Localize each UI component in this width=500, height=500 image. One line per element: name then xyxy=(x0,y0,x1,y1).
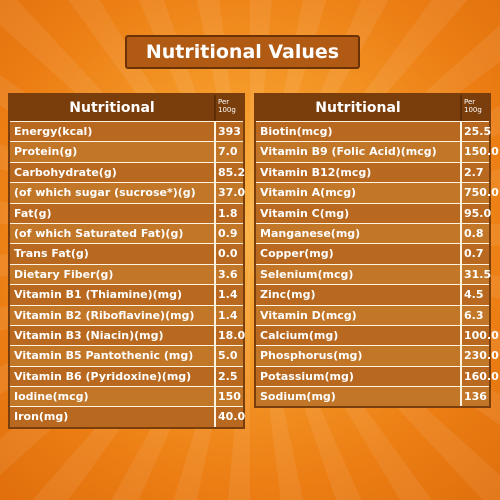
table-row: Protein(g) 7.0 xyxy=(10,141,243,162)
left-header-per-label: Per 100g xyxy=(214,95,243,121)
nutrient-name: Zinc(mg) xyxy=(260,288,316,302)
nutrient-name: Sodium(mg) xyxy=(260,390,336,404)
nutrient-name: Vitamin B3 (Niacin)(mg) xyxy=(14,328,164,342)
nutrient-name: Vitamin A(mcg) xyxy=(260,186,357,200)
table-row: Trans Fat(g) 0.0 xyxy=(10,243,243,264)
nutrient-name: Calcium(mg) xyxy=(260,328,339,342)
nutrient-value: 0.0 xyxy=(214,244,243,264)
left-header-label: Nutritional xyxy=(69,100,155,116)
nutrient-value: 2.7 xyxy=(460,162,489,183)
nutrient-name: Iodine(mcg) xyxy=(14,390,89,404)
nutrient-name: Fat(g) xyxy=(14,206,52,220)
nutrient-value: 18.0 xyxy=(214,325,245,346)
right-nutrition-table: Nutritional Per 100g Biotin(mcg) 25.5 Vita… xyxy=(254,93,499,409)
table-row: Energy(kcal) 393 xyxy=(10,121,243,142)
table-row: Phosphorus(mg) 230.0 xyxy=(256,345,499,366)
nutrient-name: Vitamin B2 (Riboflavine)(mg) xyxy=(14,308,195,322)
nutrient-value: 0.7 xyxy=(460,244,489,264)
nutrient-value: 25.5 xyxy=(460,122,491,142)
nutrient-value: 393 xyxy=(214,122,243,142)
table-row: Zinc(mg) 4.5 xyxy=(256,284,489,305)
nutrient-value: 95.0 xyxy=(460,203,491,223)
table-row: Vitamin B2 (Riboflavine)(mg) 1.4 xyxy=(10,304,243,325)
table-row: Iron(mg) 40.0 xyxy=(10,406,245,427)
nutrient-value: 1.4 xyxy=(214,305,243,325)
nutrient-name: Trans Fat(g) xyxy=(14,247,89,261)
table-row: Vitamin C(mg) 95.0 xyxy=(256,202,491,223)
nutrient-value: 85.2 xyxy=(214,162,245,183)
table-row: Vitamin A(mcg) 750.0 xyxy=(256,182,499,203)
nutrient-name: (of which sugar (sucrose*)(g) xyxy=(14,186,196,200)
nutrient-value: 0.9 xyxy=(214,223,243,244)
table-row: Vitamin B1 (Thiamine)(mg) 1.4 xyxy=(10,284,243,305)
nutrient-value: 136 xyxy=(460,387,489,407)
table-row: Vitamin B12(mcg) 2.7 xyxy=(256,161,489,183)
nutrient-value: 4.5 xyxy=(460,285,489,305)
table-row: Calcium(mg) 100.0 xyxy=(256,324,499,346)
nutrient-value: 230.0 xyxy=(460,346,499,366)
nutrient-value: 100.0 xyxy=(460,325,499,346)
table-row: (of which Saturated Fat)(g) 0.9 xyxy=(10,222,243,244)
right-header-per-label: Per 100g xyxy=(460,95,489,121)
table-row: Copper(mg) 0.7 xyxy=(256,243,489,264)
table-row: Potassium(mg) 160.0 xyxy=(256,365,499,387)
nutrient-name: Vitamin B6 (Pyridoxine)(mg) xyxy=(14,369,192,383)
nutrient-value: 37.0 xyxy=(214,183,245,203)
nutrient-name: Protein(g) xyxy=(14,145,78,159)
right-table-body: Biotin(mcg) 25.5 Vitamin B9 (Folic Acid)(m… xyxy=(256,121,499,407)
nutrient-name: Selenium(mcg) xyxy=(260,267,354,281)
nutrient-name: Biotin(mcg) xyxy=(260,125,333,138)
nutrient-name: Iron(mg) xyxy=(14,410,69,424)
right-header-label: Nutritional xyxy=(315,100,401,116)
table-row: Fat(g) 1.8 xyxy=(10,202,243,223)
nutrient-name: Vitamin D(mcg) xyxy=(260,308,357,322)
left-nutrition-table: Nutritional Per 100g Energy(kcal) 393 Prot… xyxy=(8,93,245,429)
nutrient-value: 0.8 xyxy=(460,223,489,244)
nutrient-name: Energy(kcal) xyxy=(14,125,93,138)
left-table-header: Nutritional Per 100g xyxy=(10,95,243,121)
nutrient-value: 150.0 xyxy=(460,142,499,162)
nutrient-name: Copper(mg) xyxy=(260,247,334,261)
nutrient-value: 40.0 xyxy=(214,407,245,427)
nutrient-value: 1.8 xyxy=(214,203,243,223)
nutrient-value: 750.0 xyxy=(460,183,499,203)
nutrient-name: Vitamin B12(mcg) xyxy=(260,165,372,179)
nutrient-value: 7.0 xyxy=(214,142,243,162)
page-title: Nutritional Values xyxy=(125,35,360,69)
table-row: Vitamin D(mcg) 6.3 xyxy=(256,304,489,325)
table-row: Vitamin B9 (Folic Acid)(mcg) 150.0 xyxy=(256,141,499,162)
nutrient-name: Potassium(mg) xyxy=(260,369,354,383)
table-row: Iodine(mcg) 150 xyxy=(10,386,243,407)
table-row: Vitamin B6 (Pyridoxine)(mg) 2.5 xyxy=(10,365,243,387)
nutrient-name: Vitamin C(mg) xyxy=(260,206,350,220)
nutrient-name: (of which Saturated Fat)(g) xyxy=(14,226,184,240)
right-table-header: Nutritional Per 100g xyxy=(256,95,489,121)
nutrient-value: 150 xyxy=(214,387,243,407)
nutrient-value: 160.0 xyxy=(460,366,499,387)
nutrient-name: Phosphorus(mg) xyxy=(260,349,363,363)
table-row: Carbohydrate(g) 85.2 xyxy=(10,161,245,183)
table-row: Vitamin B5 Pantothenic (mg) 5.0 xyxy=(10,345,243,366)
nutrient-value: 2.5 xyxy=(214,366,243,387)
nutrient-value: 31.5 xyxy=(460,264,491,285)
table-row: (of which sugar (sucrose*)(g) 37.0 xyxy=(10,182,245,203)
nutrient-name: Vitamin B1 (Thiamine)(mg) xyxy=(14,288,183,302)
table-row: Biotin(mcg) 25.5 xyxy=(256,121,491,142)
nutrient-name: Manganese(mg) xyxy=(260,226,361,240)
table-row: Sodium(mg) 136 xyxy=(256,386,489,407)
nutrient-name: Vitamin B9 (Folic Acid)(mcg) xyxy=(260,145,437,159)
nutrient-value: 1.4 xyxy=(214,285,243,305)
nutrient-value: 3.6 xyxy=(214,264,243,285)
nutrient-value: 6.3 xyxy=(460,305,489,325)
nutrient-name: Vitamin B5 Pantothenic (mg) xyxy=(14,349,194,363)
table-row: Dietary Fiber(g) 3.6 xyxy=(10,263,243,285)
nutrient-name: Carbohydrate(g) xyxy=(14,165,117,179)
nutrient-name: Dietary Fiber(g) xyxy=(14,267,114,281)
left-table-body: Energy(kcal) 393 Protein(g) 7.0 Carbohydrate… xyxy=(10,121,245,427)
nutrient-value: 5.0 xyxy=(214,346,243,366)
table-row: Selenium(mcg) 31.5 xyxy=(256,263,491,285)
table-row: Vitamin B3 (Niacin)(mg) 18.0 xyxy=(10,324,245,346)
table-row: Manganese(mg) 0.8 xyxy=(256,222,489,244)
